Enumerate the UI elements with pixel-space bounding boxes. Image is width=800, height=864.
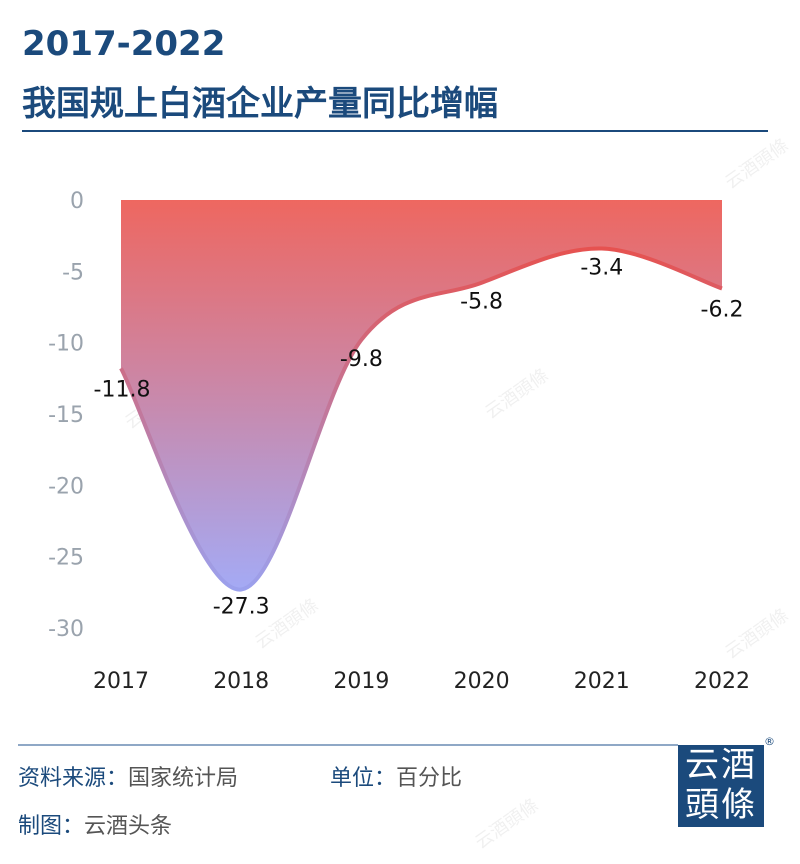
footer-divider <box>18 744 678 746</box>
x-tick-label: 2018 <box>213 669 269 694</box>
x-tick-label: 2017 <box>93 669 149 694</box>
unit-label: 单位： <box>330 766 397 791</box>
chart-title-year-range: 2017-2022 <box>22 24 226 64</box>
y-tick-label: -20 <box>48 474 84 499</box>
brand-logo: 云酒 頭條 <box>678 745 764 827</box>
y-tick-label: -10 <box>48 332 84 357</box>
x-tick-label: 2022 <box>694 669 750 694</box>
data-label: -3.4 <box>580 256 623 281</box>
x-tick-label: 2019 <box>333 669 389 694</box>
chart-title: 我国规上白酒企业产量同比增幅 <box>22 84 498 124</box>
unit-note: 单位：百分比 <box>330 760 462 792</box>
unit-value: 百分比 <box>396 766 463 791</box>
x-axis: 2017 2018 2019 2020 2021 2022 <box>93 669 750 694</box>
data-label: -9.8 <box>340 347 383 372</box>
data-label: -27.3 <box>213 594 270 619</box>
registered-mark: ® <box>764 735 775 748</box>
area-chart: 0-5-10-15-20-25-30 2017 2018 2019 2020 2021 2… <box>48 189 750 694</box>
series-line <box>119 246 723 592</box>
area-fill <box>121 200 722 590</box>
y-tick-label: -15 <box>48 403 84 428</box>
y-tick-label: -5 <box>62 260 84 285</box>
maker-note: 制图：云酒头条 <box>18 808 172 840</box>
source-label: 资料来源： <box>18 766 129 791</box>
source-note: 资料来源：国家统计局 <box>18 760 238 792</box>
y-tick-label: -25 <box>48 546 84 571</box>
data-labels: -11.8 -27.3 -9.8 -5.8 -3.4 -6.2 <box>94 256 744 620</box>
y-axis: 0 -5 -10 -15 -20 -25 -30 <box>48 189 84 642</box>
watermark: 云酒頭條 <box>471 794 543 854</box>
source-value: 国家统计局 <box>128 766 239 791</box>
maker-label: 制图： <box>18 814 85 839</box>
logo-text-2: 頭條 <box>685 785 757 825</box>
maker-value: 云酒头条 <box>84 814 173 839</box>
logo-text-1: 云酒 <box>685 745 757 785</box>
y-tick-label: -30 <box>48 617 84 642</box>
data-label: -5.8 <box>460 290 503 315</box>
y-tick-label: 0 <box>70 189 84 214</box>
x-tick-label: 2020 <box>454 669 510 694</box>
data-label: -6.2 <box>701 297 744 322</box>
x-tick-label: 2021 <box>574 669 630 694</box>
data-label: -11.8 <box>94 377 151 402</box>
title-divider <box>22 130 768 132</box>
